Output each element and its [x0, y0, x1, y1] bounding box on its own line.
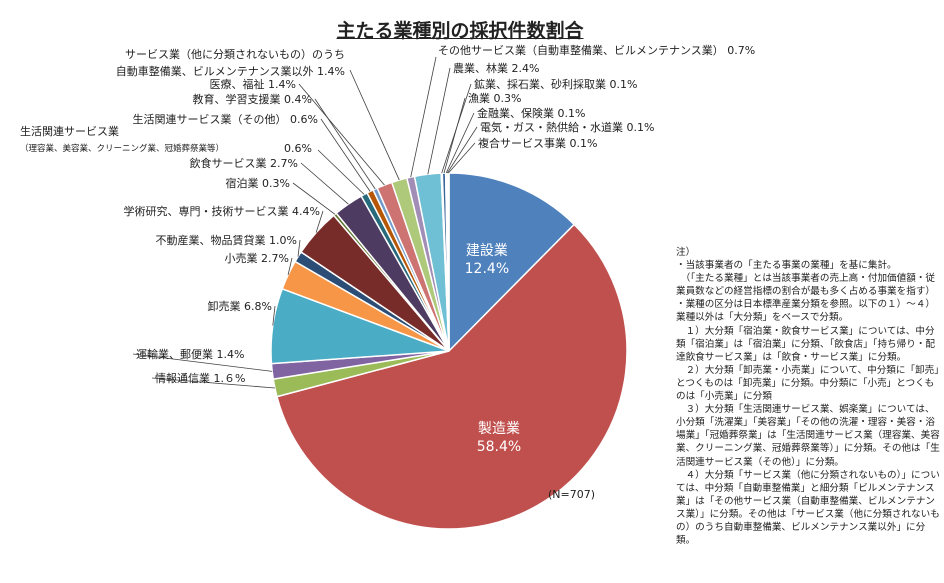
leader-line: [448, 142, 476, 174]
slice-label: その他サービス業（自動車整備業、ビルメンテナンス業） 0.7%: [438, 43, 755, 57]
leader-line: [292, 182, 336, 215]
leader-line: [314, 98, 376, 190]
leader-line: [320, 118, 371, 192]
leader-line: [287, 257, 293, 275]
sample-size-label: (N=707): [548, 488, 596, 501]
slice-label-sub: （理容業、美容業、クリーニング業、冠婚葬祭業等）: [20, 143, 224, 154]
slice-label: 製造業: [478, 421, 520, 437]
leader-line: [410, 56, 437, 178]
slice-label: 小売業 2.7%: [225, 252, 289, 265]
slice-label: 鉱業、採石業、砂利採取業 0.1%: [474, 77, 637, 91]
leader-line: [349, 69, 400, 181]
slice-label: 飲食サービス業 2.7%: [190, 156, 298, 170]
slice-label: 情報通信業 1.６%: [155, 372, 245, 385]
slice-label: 建設業: [466, 243, 508, 259]
slice-value-label: 0.6%: [284, 142, 312, 155]
leader-line: [151, 377, 275, 389]
pie-slices: [270, 172, 628, 530]
leader-line: [272, 305, 276, 326]
slice-label: 運輸業、郵便業 1.4%: [136, 347, 244, 361]
slice-label: 医療、福祉 1.4%: [210, 77, 296, 91]
slice-value-label: 12.4%: [465, 261, 509, 277]
slice-label: 漁業 0.3%: [468, 91, 521, 105]
leader-line: [443, 97, 466, 174]
leader-line: [132, 353, 273, 372]
slice-label: 複合サービス事業 0.1%: [478, 136, 597, 150]
leader-line: [297, 239, 301, 257]
leader-line: [427, 67, 451, 175]
leader-line: [298, 83, 385, 186]
leader-line: [300, 162, 349, 205]
chart-title: 主たる業種別の採択件数割合: [336, 20, 584, 42]
slice-label: サービス業（他に分類されないもの）のうち: [125, 48, 345, 61]
slice-label: 自動車整備業、ビルメンテナンス業以外 1.4%: [116, 64, 345, 78]
notes: 注） ・当該事業者の「主たる事業の業種」を基に集計。 （「主たる業種」とは当該事…: [676, 247, 940, 547]
leader-lines: [132, 56, 478, 389]
slice-label: 宿泊業 0.3%: [226, 176, 290, 190]
pie-slice: [448, 172, 576, 353]
pie-slice: [276, 223, 628, 530]
slice-value-label: 58.4%: [477, 439, 521, 455]
slice-label: 生活関連サービス業（その他） 0.6%: [133, 112, 318, 126]
leader-line: [445, 112, 475, 174]
slice-label: 生活関連サービス業: [20, 124, 119, 138]
leader-line: [317, 149, 365, 195]
slice-labels: 建設業 12.4% 製造業 58.4% 情報通信業 1.６% 運輸業、郵便業 1.4% 卸売…: [20, 43, 755, 455]
slice-label: 農業、林業 2.4%: [453, 61, 539, 75]
slice-label: 不動産業、物品賃貸業 1.0%: [156, 233, 297, 247]
slice-label: 電気・ガス・熱供給・水道業 0.1%: [480, 120, 654, 134]
slice-label: 卸売業 6.8%: [208, 299, 272, 313]
slice-label: 教育、学習支援業 0.4%: [193, 92, 312, 106]
leader-line: [315, 210, 324, 233]
leader-line: [446, 126, 478, 174]
slice-label: 金融業、保険業 0.1%: [477, 106, 585, 120]
slice-label: 学術研究、専門・技術サービス業 4.4%: [124, 204, 320, 218]
